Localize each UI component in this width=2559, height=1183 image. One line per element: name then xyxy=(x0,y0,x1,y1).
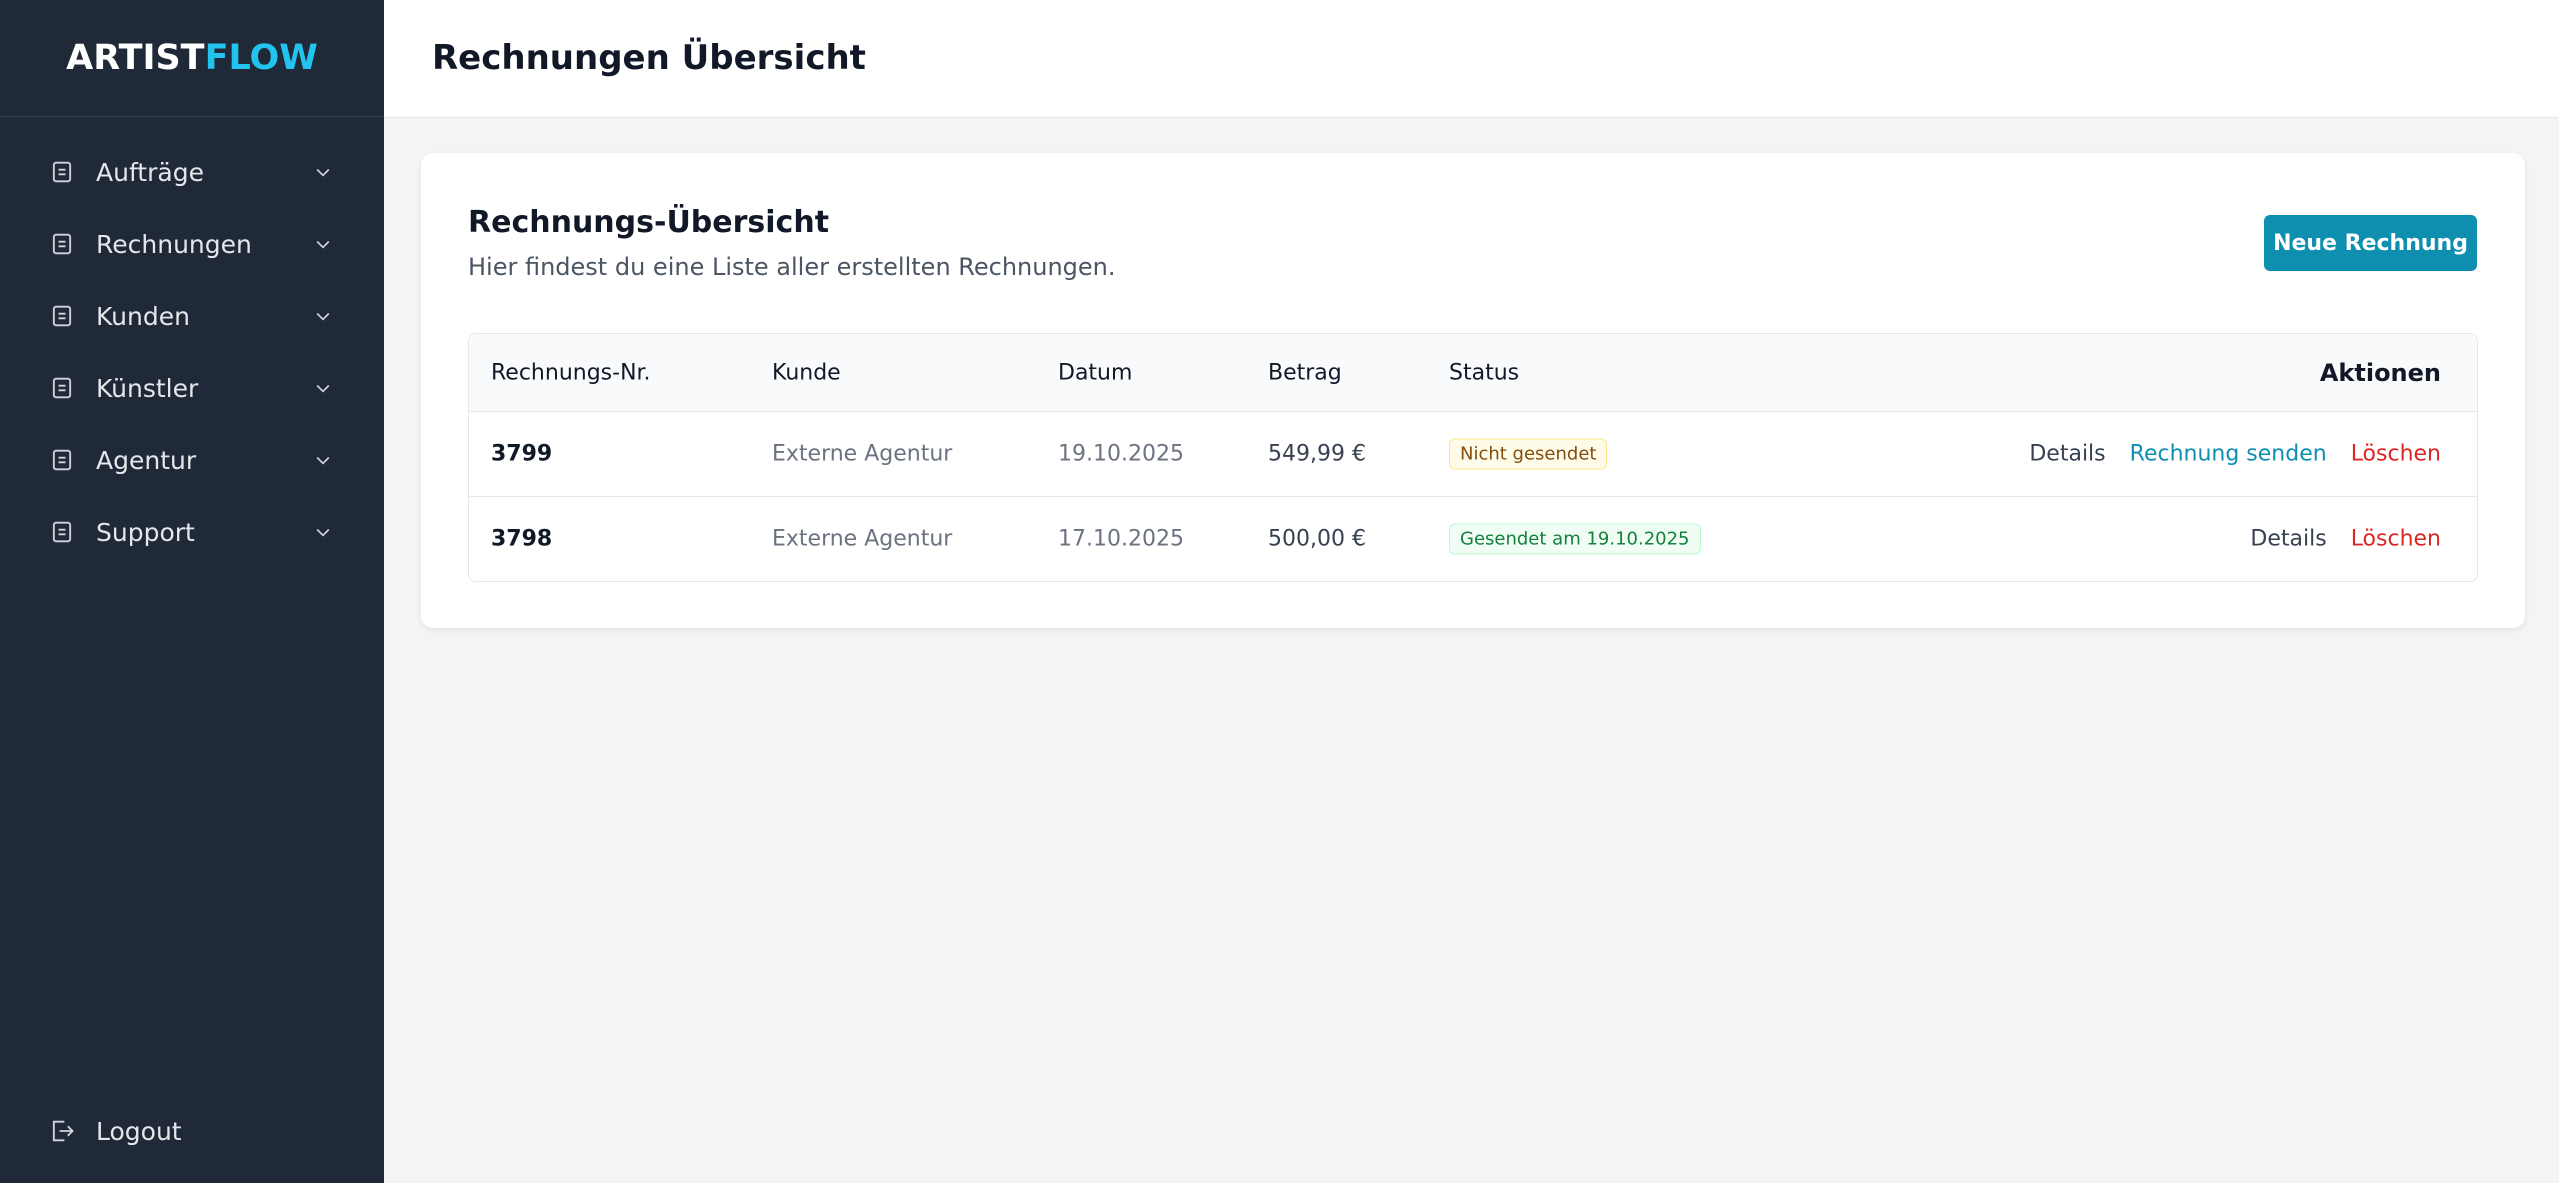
nav-icon xyxy=(52,521,72,543)
card-title: Rechnungs-Übersicht xyxy=(468,205,830,240)
nav-item[interactable]: Aufträge xyxy=(0,142,384,202)
nav-item[interactable]: Rechnungen xyxy=(0,214,384,274)
action-link[interactable]: Löschen xyxy=(2350,441,2441,467)
cell: Externe Agentur xyxy=(772,441,953,467)
nav-icon xyxy=(52,377,72,399)
nav-item[interactable]: Künstler xyxy=(0,358,384,418)
chevron xyxy=(316,384,330,393)
page-title: Rechnungen Übersicht xyxy=(432,38,866,78)
logo[interactable]: ARTIST FLOW xyxy=(0,0,384,117)
logout[interactable]: Logout xyxy=(0,1101,384,1161)
nav-item[interactable]: Agentur xyxy=(0,430,384,490)
actions: Details Rechnung senden Löschen xyxy=(2029,442,2441,467)
new-invoice-button[interactable]: Neue Rechnung xyxy=(2264,215,2477,271)
chevron xyxy=(316,240,330,249)
sidebar: ARTIST FLOW Logout Aufträge Rechnungen Kund… xyxy=(0,0,384,1183)
action-link[interactable]: Rechnung senden xyxy=(2129,441,2327,467)
nav-label: Aufträge xyxy=(96,157,204,187)
nav-label: Support xyxy=(96,517,195,547)
actions: Details Löschen xyxy=(2250,527,2441,552)
nav-label: Kunden xyxy=(96,301,190,331)
nav-label: Künstler xyxy=(96,373,199,403)
invoice-table: Rechnungs-Nr. Kunde Datum Betrag Status Aktio… xyxy=(468,333,2478,582)
cell: 549,99 € xyxy=(1268,441,1366,467)
table-row: 3799 Externe Agentur 19.10.2025 549,99 € Nic… xyxy=(469,412,2477,497)
top-bar: Rechnungen Übersicht xyxy=(384,0,2559,118)
column-header: Rechnungs-Nr. xyxy=(491,360,651,385)
column-header: Betrag xyxy=(1268,360,1342,385)
nav-label: Agentur xyxy=(96,445,197,475)
card-subtitle: Hier findest du eine Liste aller erstell… xyxy=(468,253,1116,281)
status-badge: Nicht gesendet xyxy=(1449,438,1608,470)
action-link[interactable]: Details xyxy=(2029,441,2106,467)
nav-icon xyxy=(52,305,72,327)
cell: 3799 xyxy=(491,441,553,467)
nav-label: Rechnungen xyxy=(96,229,252,259)
nav-icon xyxy=(52,233,72,255)
nav-icon xyxy=(52,449,72,471)
chevron xyxy=(316,168,330,177)
table-header: Rechnungs-Nr. Kunde Datum Betrag Status Aktio… xyxy=(469,334,2477,412)
chevron xyxy=(316,456,330,465)
chevron xyxy=(316,528,330,537)
action-link[interactable]: Löschen xyxy=(2350,526,2441,552)
column-header: Aktionen xyxy=(2319,358,2441,387)
logo-part: ARTIST xyxy=(66,38,205,78)
status-badge: Gesendet am 19.10.2025 xyxy=(1449,523,1701,555)
logout-icon xyxy=(52,1120,74,1142)
cell: 17.10.2025 xyxy=(1058,526,1184,552)
column-header: Datum xyxy=(1058,360,1133,385)
cell: 500,00 € xyxy=(1268,526,1366,552)
nav-icon xyxy=(52,161,72,183)
nav-label: Logout xyxy=(96,1116,182,1146)
cell: Externe Agentur xyxy=(772,526,953,552)
nav-item[interactable]: Kunden xyxy=(0,286,384,346)
nav-item[interactable]: Support xyxy=(0,502,384,562)
column-header: Status xyxy=(1449,360,1520,385)
action-link[interactable]: Details xyxy=(2250,526,2327,552)
chevron xyxy=(316,312,330,321)
column-header: Kunde xyxy=(772,360,841,385)
card: Rechnungs-Übersicht Hier findest du eine… xyxy=(421,153,2525,628)
cell: 3798 xyxy=(491,526,553,552)
cell: 19.10.2025 xyxy=(1058,441,1184,467)
table-row: 3798 Externe Agentur 17.10.2025 500,00 € Ges… xyxy=(469,497,2477,581)
logo-part: FLOW xyxy=(204,38,318,78)
